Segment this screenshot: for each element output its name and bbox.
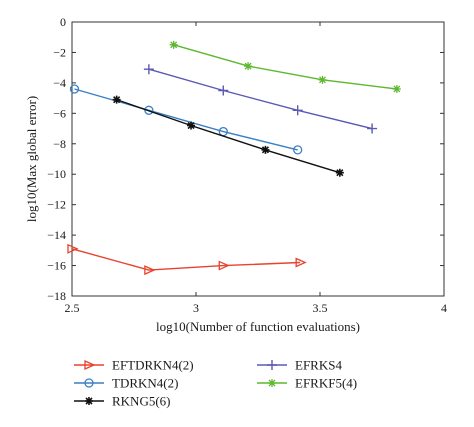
ticks-layer: 2.5 3 3.5 4 0 −2 −4 −6 −8 −10 −12 −14 −16 −18 bbox=[47, 15, 447, 315]
y-tick-label: −10 bbox=[47, 167, 66, 181]
y-tick-label: −2 bbox=[53, 45, 66, 59]
data-point bbox=[112, 95, 121, 104]
x-tick-label: 2.5 bbox=[65, 301, 80, 315]
series-EFRKF5(4) bbox=[169, 40, 401, 93]
y-axis-title: log10(Max global error) bbox=[24, 96, 39, 222]
series-line bbox=[116, 98, 341, 174]
y-tick-label: −16 bbox=[47, 259, 66, 273]
series-layer bbox=[67, 40, 401, 276]
data-point bbox=[367, 123, 378, 134]
data-point bbox=[144, 265, 156, 276]
legend-label: TDRKN4(2) bbox=[112, 376, 178, 391]
data-point bbox=[218, 85, 229, 96]
series-EFRKS4 bbox=[143, 64, 378, 134]
data-point bbox=[295, 257, 307, 268]
x-tick-label: 4 bbox=[441, 301, 447, 315]
legend-marker bbox=[268, 379, 276, 387]
data-point bbox=[392, 84, 401, 93]
data-point bbox=[244, 62, 253, 71]
y-tick-label: −18 bbox=[47, 289, 66, 303]
legend: EFTDRKN4(2) TDRKN4(2) RKNG5(6) EFRKS4 EFRKF5… bbox=[74, 358, 357, 409]
x-tick-label: 3 bbox=[193, 301, 199, 315]
y-tick-label: −6 bbox=[53, 106, 66, 120]
series-line bbox=[74, 88, 298, 151]
x-tick-label: 3.5 bbox=[313, 301, 328, 315]
legend-item: EFRKS4 bbox=[257, 358, 342, 373]
legend-item: EFRKF5(4) bbox=[257, 376, 357, 391]
legend-item: TDRKN4(2) bbox=[74, 376, 178, 391]
y-tick-label: −4 bbox=[53, 76, 66, 90]
legend-marker bbox=[84, 378, 94, 388]
series-TDRKN4(2) bbox=[69, 84, 303, 155]
series-line bbox=[71, 248, 301, 271]
data-point bbox=[335, 168, 344, 177]
series-line bbox=[173, 44, 397, 90]
y-tick-label: −14 bbox=[47, 228, 66, 242]
data-point bbox=[143, 64, 154, 75]
data-point bbox=[169, 40, 178, 49]
y-tick-label: 0 bbox=[60, 15, 66, 29]
series-line bbox=[148, 68, 373, 130]
legend-label: EFTDRKN4(2) bbox=[112, 358, 194, 373]
legend-marker bbox=[85, 397, 93, 405]
data-point bbox=[144, 105, 154, 115]
y-tick-label: −12 bbox=[47, 198, 66, 212]
data-point bbox=[261, 145, 270, 154]
legend-label: RKNG5(6) bbox=[112, 394, 171, 409]
y-tick-label: −8 bbox=[53, 137, 66, 151]
legend-marker bbox=[84, 359, 96, 371]
data-point bbox=[293, 145, 303, 155]
legend-label: EFRKF5(4) bbox=[295, 376, 357, 391]
series-RKNG5(6) bbox=[112, 95, 344, 177]
legend-item: RKNG5(6) bbox=[74, 394, 171, 409]
x-axis-title: log10(Number of function evaluations) bbox=[156, 319, 360, 334]
data-point bbox=[69, 84, 80, 94]
plot-area bbox=[71, 21, 445, 297]
legend-label: EFRKS4 bbox=[295, 358, 342, 373]
series-EFTDRKN4(2) bbox=[67, 243, 307, 276]
legend-marker bbox=[267, 360, 277, 370]
data-point bbox=[292, 105, 303, 116]
data-point bbox=[318, 75, 327, 84]
data-point bbox=[187, 121, 196, 130]
legend-item: EFTDRKN4(2) bbox=[74, 358, 194, 373]
data-point bbox=[218, 260, 230, 271]
data-point bbox=[67, 243, 79, 254]
